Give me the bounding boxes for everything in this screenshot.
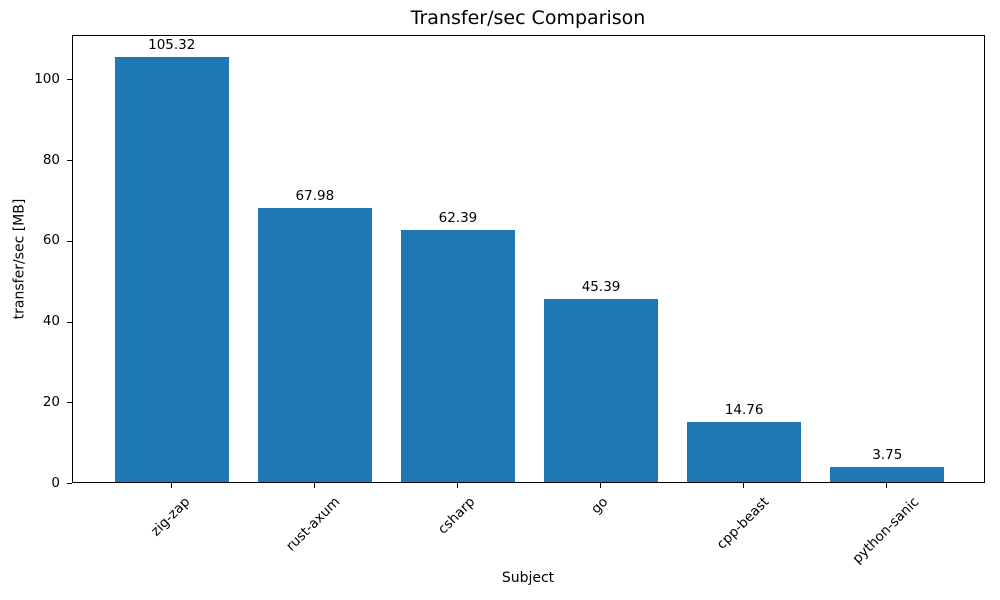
x-tick-mark xyxy=(743,483,745,488)
y-tick-mark xyxy=(67,402,72,404)
bar-zig-zap xyxy=(114,56,229,482)
bar-value-label: 67.98 xyxy=(295,187,335,204)
x-tick-mark xyxy=(600,483,602,488)
bar-value-label: 105.32 xyxy=(148,36,196,53)
y-tick-mark xyxy=(67,160,72,162)
y-tick-label: 20 xyxy=(42,393,60,410)
y-tick-mark xyxy=(67,483,72,484)
x-tick-label-python-sanic: python-sanic xyxy=(849,494,923,567)
bar-cpp-beast xyxy=(686,422,802,482)
y-tick-label: 40 xyxy=(42,313,60,330)
y-tick-mark xyxy=(67,321,72,323)
bar-value-label: 62.39 xyxy=(438,210,478,227)
x-tick-mark xyxy=(313,483,315,488)
bar-rust-axum xyxy=(257,207,373,482)
bar-csharp xyxy=(400,230,516,482)
bar-value-label: 45.39 xyxy=(581,278,621,295)
y-tick-label: 0 xyxy=(51,474,60,491)
bar-value-label: 3.75 xyxy=(872,446,903,463)
y-tick-mark xyxy=(67,240,72,242)
x-tick-label-csharp: csharp xyxy=(434,494,479,538)
y-tick-label: 100 xyxy=(34,70,60,87)
bar-python-sanic xyxy=(830,466,945,482)
y-tick-label: 80 xyxy=(42,151,60,168)
y-axis-label: transfer/sec [MB] xyxy=(11,198,28,320)
bar-value-label: 14.76 xyxy=(724,402,764,419)
x-tick-label-zig-zap: zig-zap xyxy=(147,494,194,540)
bar-go xyxy=(543,298,659,482)
x-tick-mark xyxy=(456,483,458,488)
y-tick-label: 60 xyxy=(42,232,60,249)
plot-area: 105.32 67.98 62.39 45.39 14.76 3.75 xyxy=(72,35,985,483)
x-tick-mark xyxy=(886,483,888,488)
x-tick-label-rust-axum: rust-axum xyxy=(283,494,344,555)
x-tick-label-cpp-beast: cpp-beast xyxy=(713,494,773,553)
y-tick-mark xyxy=(67,79,72,81)
x-tick-label-go: go xyxy=(588,494,612,518)
x-tick-mark xyxy=(170,483,172,488)
x-axis-label: Subject xyxy=(501,570,555,586)
chart-title: Transfer/sec Comparison xyxy=(410,7,646,29)
